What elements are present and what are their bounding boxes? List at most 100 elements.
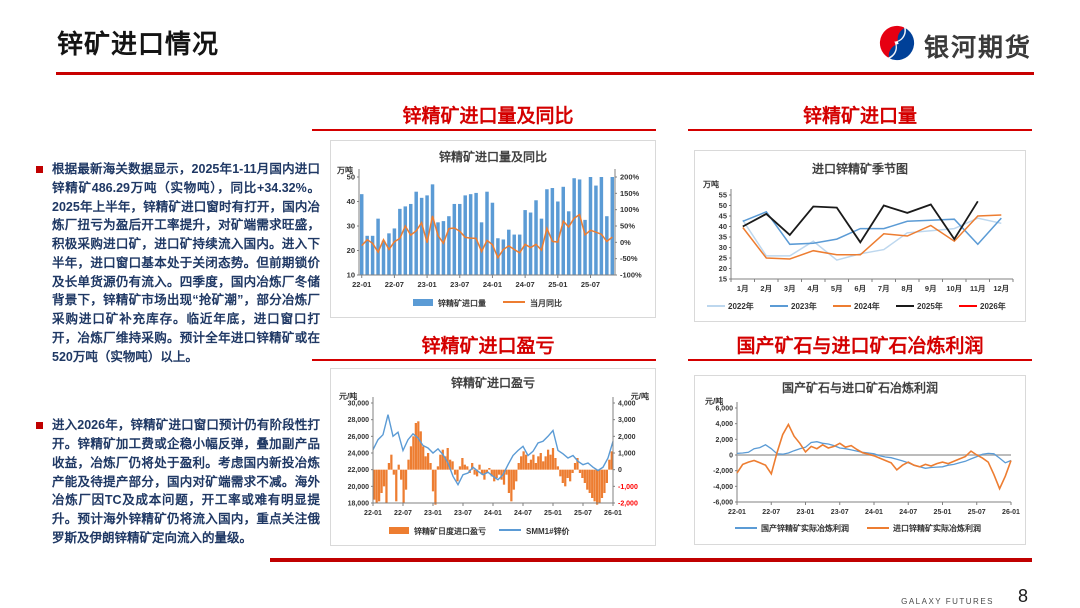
svg-text:55: 55: [719, 191, 727, 200]
svg-text:2025年: 2025年: [917, 301, 943, 311]
svg-text:10月: 10月: [946, 284, 962, 293]
panel-title-import-volume-yoy: 锌精矿进口量及同比: [402, 106, 574, 127]
svg-text:30: 30: [347, 222, 355, 231]
svg-text:0: 0: [618, 467, 622, 474]
svg-text:1,000: 1,000: [618, 451, 636, 458]
svg-text:锌精矿日度进口盈亏: 锌精矿日度进口盈亏: [414, 526, 486, 536]
svg-text:15: 15: [719, 275, 727, 284]
svg-text:3,000: 3,000: [618, 417, 636, 424]
chart-seasonal-imports: 进口锌精矿季节图 万吨 15 20 25 30 35 40 45 50 55 1月 2月 3月 4月 5月 6月…: [694, 150, 1026, 322]
svg-text:24-07: 24-07: [516, 280, 535, 289]
svg-text:24-01: 24-01: [865, 509, 883, 516]
svg-text:3月: 3月: [784, 284, 796, 293]
svg-text:25: 25: [719, 254, 727, 263]
svg-text:150%: 150%: [620, 189, 640, 198]
svg-text:20: 20: [719, 264, 727, 273]
panel-rule: [312, 129, 656, 131]
svg-text:100%: 100%: [620, 205, 640, 214]
page-number: 8: [1017, 586, 1028, 606]
svg-text:元/吨: 元/吨: [631, 391, 649, 401]
svg-text:2月: 2月: [760, 284, 772, 293]
galaxy-logo-icon: [878, 24, 916, 67]
svg-text:50: 50: [347, 173, 355, 182]
svg-text:0%: 0%: [620, 238, 631, 247]
svg-text:23-07: 23-07: [450, 280, 469, 289]
svg-text:国产锌精矿实际冶炼利润: 国产锌精矿实际冶炼利润: [761, 523, 849, 533]
svg-text:22,000: 22,000: [348, 467, 370, 474]
bullet-text: 根据最新海关数据显示，2025年1-11月国内进口锌精矿486.29万吨（实物吨…: [52, 162, 320, 364]
svg-text:-1,000: -1,000: [618, 484, 638, 491]
svg-text:24-07: 24-07: [514, 510, 532, 517]
svg-text:进口锌精矿实际冶炼利润: 进口锌精矿实际冶炼利润: [893, 523, 981, 533]
svg-text:25-01: 25-01: [548, 280, 567, 289]
svg-text:10: 10: [347, 271, 355, 280]
svg-text:4,000: 4,000: [715, 421, 733, 428]
svg-text:元/吨: 元/吨: [339, 391, 357, 401]
svg-text:7月: 7月: [878, 284, 890, 293]
svg-text:0: 0: [729, 453, 733, 460]
logo: 银河期货: [878, 24, 1032, 67]
header-divider: [56, 72, 1034, 75]
svg-text:国产矿石与进口矿石冶炼利润: 国产矿石与进口矿石冶炼利润: [782, 380, 938, 395]
svg-text:25-07: 25-07: [574, 510, 592, 517]
svg-text:2024年: 2024年: [854, 301, 880, 311]
svg-text:2,000: 2,000: [618, 434, 636, 441]
bullet-square-icon: [36, 422, 43, 430]
svg-text:12月: 12月: [993, 284, 1009, 293]
svg-text:-6,000: -6,000: [713, 500, 733, 507]
panel-title-import-profit-loss: 锌精矿进口盈亏: [421, 336, 555, 357]
svg-text:20,000: 20,000: [348, 484, 370, 491]
svg-text:18,000: 18,000: [348, 501, 370, 508]
svg-text:-2,000: -2,000: [713, 468, 733, 475]
svg-text:24-01: 24-01: [483, 280, 502, 289]
svg-text:40: 40: [347, 197, 355, 206]
svg-text:50: 50: [719, 201, 727, 210]
footer-brand: GALAXY FUTURES: [901, 597, 994, 606]
svg-text:22-07: 22-07: [385, 280, 404, 289]
sidebar: 根据最新海关数据显示，2025年1-11月国内进口锌精矿486.29万吨（实物吨…: [36, 160, 320, 598]
svg-text:50%: 50%: [620, 222, 635, 231]
svg-text:11月: 11月: [970, 284, 985, 293]
page-title: 锌矿进口情况: [57, 29, 220, 59]
svg-text:22-07: 22-07: [762, 509, 780, 516]
svg-text:22-01: 22-01: [728, 509, 746, 516]
chart-import-profit-loss: 锌精矿进口盈亏 元/吨 元/吨 18,000 20,000 22,000 24,000 26,…: [330, 368, 656, 546]
svg-text:23-01: 23-01: [417, 280, 436, 289]
svg-text:26-01: 26-01: [604, 510, 622, 517]
svg-text:-100%: -100%: [620, 271, 642, 280]
svg-text:23-01: 23-01: [797, 509, 815, 516]
bullet-item: 进入2026年，锌精矿进口窗口预计仍有阶段性打开。锌精矿加工费或企稳小幅反弹，叠…: [36, 416, 320, 547]
svg-text:当月同比: 当月同比: [530, 298, 562, 308]
svg-text:万吨: 万吨: [336, 165, 353, 175]
footer-divider: [270, 558, 1032, 562]
svg-text:2026年: 2026年: [980, 301, 1006, 311]
svg-text:元/吨: 元/吨: [705, 396, 723, 406]
chart-import-volume-yoy: 锌精矿进口量及同比万吨 10 20 30 40 50 -100% -50% 0% 50% 100% 1…: [330, 140, 656, 318]
panel-rule: [688, 129, 1032, 131]
svg-text:2,000: 2,000: [715, 437, 733, 444]
svg-text:24-07: 24-07: [899, 509, 917, 516]
svg-text:锌精矿进口量及同比: 锌精矿进口量及同比: [439, 149, 547, 164]
svg-text:25-07: 25-07: [968, 509, 986, 516]
svg-text:23-01: 23-01: [424, 510, 442, 517]
svg-text:4月: 4月: [807, 284, 819, 293]
svg-text:SMM1#锌价: SMM1#锌价: [526, 526, 571, 536]
svg-text:-50%: -50%: [620, 254, 638, 263]
panel-title-import-volume: 锌精矿进口量: [802, 106, 917, 127]
svg-text:20: 20: [347, 246, 355, 255]
svg-text:进口锌精矿季节图: 进口锌精矿季节图: [812, 161, 908, 176]
panel-title-smelting-profit: 国产矿石与进口矿石冶炼利润: [736, 336, 984, 357]
svg-text:锌精矿进口量: 锌精矿进口量: [438, 298, 486, 308]
svg-text:23-07: 23-07: [831, 509, 849, 516]
svg-text:万吨: 万吨: [702, 179, 719, 189]
svg-text:28,000: 28,000: [348, 417, 370, 424]
svg-text:8月: 8月: [901, 284, 913, 293]
svg-text:4,000: 4,000: [618, 401, 636, 408]
svg-text:26-01: 26-01: [1002, 509, 1020, 516]
svg-text:30: 30: [719, 243, 727, 252]
svg-text:35: 35: [719, 233, 727, 242]
svg-text:6,000: 6,000: [715, 406, 733, 413]
bullet-square-icon: [36, 166, 43, 173]
svg-text:45: 45: [719, 212, 727, 221]
